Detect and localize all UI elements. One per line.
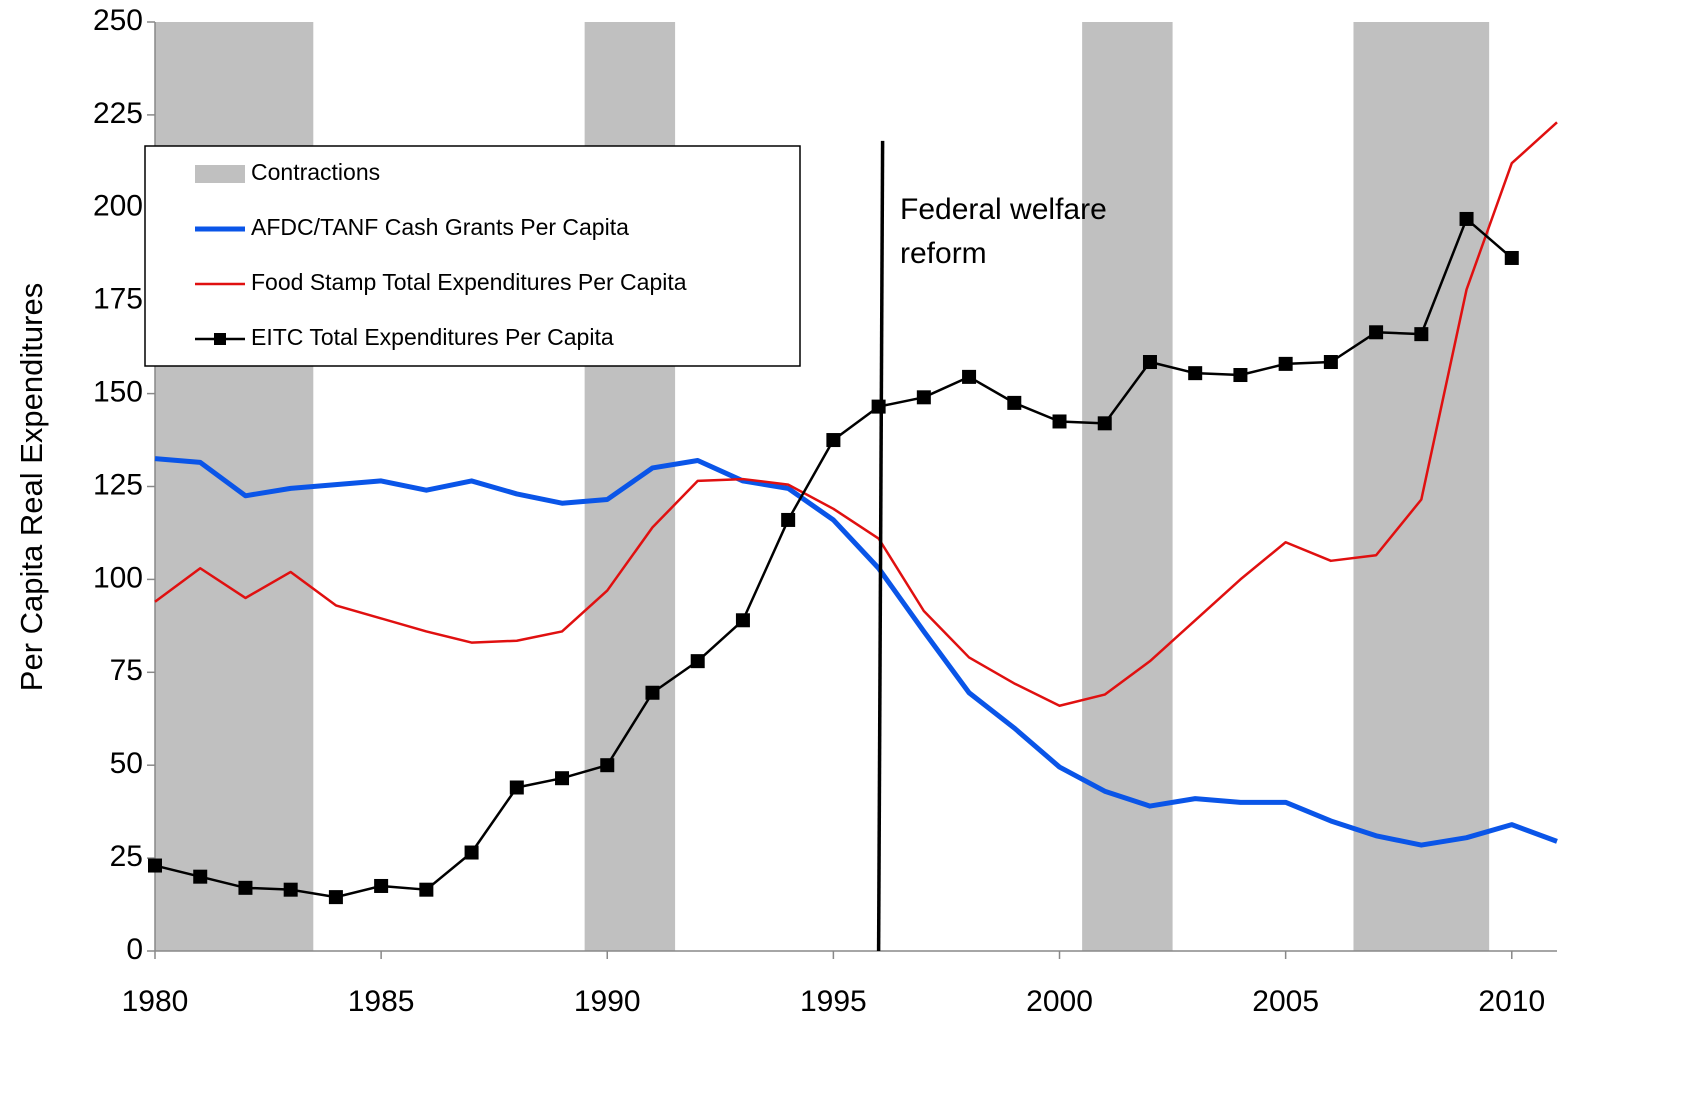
marker [374,878,389,893]
marker [283,882,298,897]
y-tick-label: 250 [93,4,143,37]
legend-swatch [195,165,245,183]
marker [781,512,796,527]
marker [1278,356,1293,371]
marker [645,685,660,700]
y-axis-label: Per Capita Real Expenditures [14,283,49,691]
y-tick-label: 150 [93,376,143,409]
marker [555,771,570,786]
x-tick-label: 2005 [1252,985,1319,1018]
marker [1323,355,1338,370]
marker [1142,355,1157,370]
marker [826,433,841,448]
y-tick-label: 200 [93,190,143,223]
x-tick-label: 1995 [800,985,867,1018]
series-line [154,456,1558,848]
marker [419,882,434,897]
x-tick-label: 1980 [122,985,189,1018]
contraction-band [1353,22,1490,951]
series-line [154,121,1558,707]
marker [328,890,343,905]
reform-line [876,140,885,952]
y-tick-label: 50 [110,747,143,780]
y-tick-label: 175 [93,283,143,316]
legend-box [144,145,801,367]
x-tick-label: 2010 [1478,985,1545,1018]
marker [600,758,615,773]
marker [148,858,162,873]
marker [1007,395,1022,410]
marker [962,369,977,384]
marker [464,845,479,860]
marker [1233,368,1248,383]
y-tick-label: 0 [126,933,143,966]
marker [1097,416,1112,431]
x-tick-label: 1990 [574,985,641,1018]
marker [1052,414,1067,429]
y-tick-label: 25 [110,840,143,873]
y-tick-label: 125 [93,468,143,501]
marker [735,613,750,628]
marker [509,780,524,795]
marker [193,869,208,884]
marker [916,390,931,405]
y-tick-label: 100 [93,561,143,594]
marker [1188,366,1203,381]
x-tick-label: 2000 [1026,985,1093,1018]
annotation: reform [900,237,987,270]
annotation: Federal welfare [900,193,1107,226]
legend-marker [214,333,226,345]
legend-label: EITC Total Expenditures Per Capita [251,324,614,350]
x-tick-label: 1985 [348,985,415,1018]
y-tick-label: 225 [93,97,143,130]
legend-label: AFDC/TANF Cash Grants Per Capita [251,214,629,240]
marker [1504,250,1519,265]
marker [690,654,705,669]
marker [1414,327,1429,342]
marker [238,880,253,895]
legend-label: Food Stamp Total Expenditures Per Capita [251,269,687,295]
legend-label: Contractions [251,159,380,185]
contraction-band [1082,22,1173,951]
y-tick-label: 75 [110,654,143,687]
marker [871,399,886,414]
marker [1369,325,1384,340]
marker [1459,211,1474,226]
